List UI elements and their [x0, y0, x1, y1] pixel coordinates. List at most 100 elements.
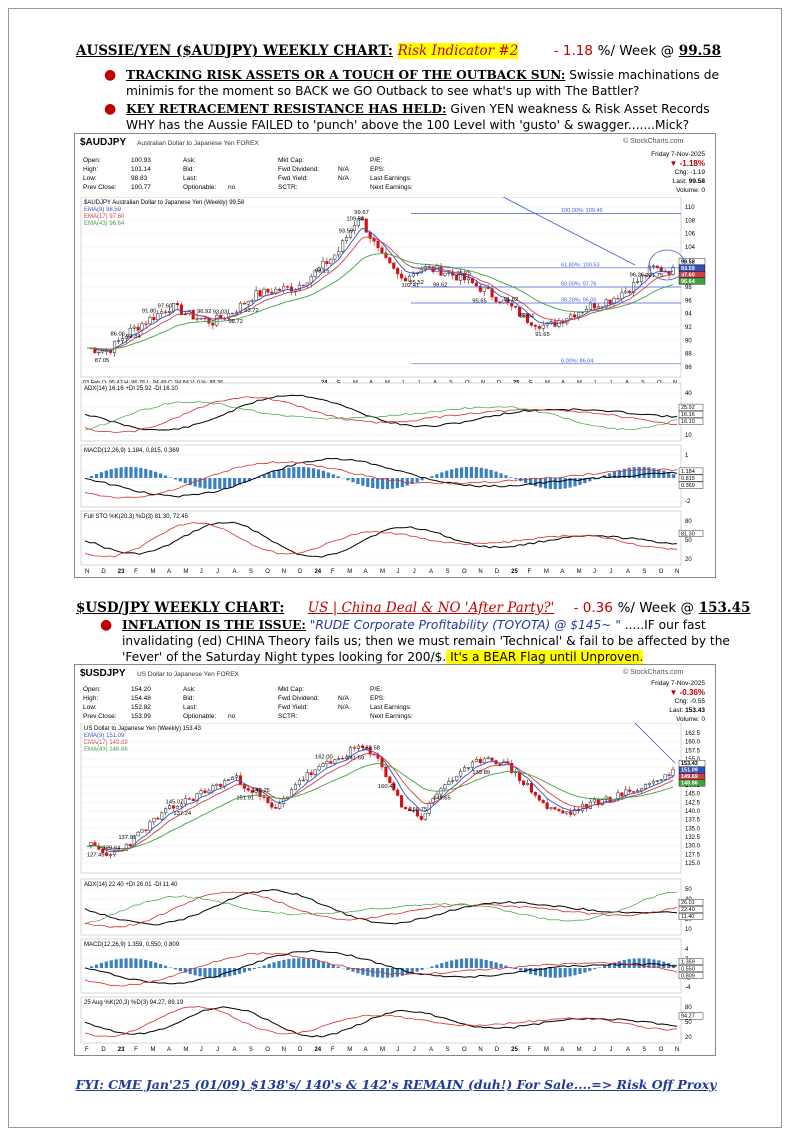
bullet-quote: "RUDE Corporate Profitability (TOYOTA) @…: [305, 618, 621, 632]
fib-label: 100.00%: 109.49: [561, 208, 603, 214]
candle-body: [632, 791, 636, 793]
macd-histogram-bar: [464, 958, 469, 968]
candle-body: [419, 815, 423, 820]
candle-body: [659, 779, 663, 781]
x-axis-label: D: [298, 569, 303, 575]
macd-value-box: [678, 474, 704, 482]
candle-body: [219, 783, 223, 787]
macd-histogram-bar: [203, 478, 207, 489]
macd-histogram-bar: [568, 968, 572, 977]
macd-histogram-bar: [104, 961, 108, 968]
macd-histogram-bar: [563, 968, 567, 978]
candle-body: [671, 768, 675, 776]
macd-histogram-bar: [430, 476, 434, 478]
macd-histogram-bar: [134, 958, 138, 968]
macd-histogram-bar: [450, 469, 454, 478]
y-tick-label: 10: [685, 927, 692, 933]
adx-value-text: 22.40: [681, 907, 695, 913]
candle-body: [333, 254, 337, 260]
candle-body: [356, 218, 360, 226]
macd-histogram-bar: [489, 470, 493, 478]
y-tick-label: 98: [685, 285, 692, 291]
candle-body: [569, 811, 573, 815]
candle-body: [168, 805, 172, 809]
macd-histogram-bar: [642, 958, 646, 968]
candle-body: [140, 323, 144, 331]
macd-histogram-bar: [247, 478, 251, 482]
quote-grid: Open: 100.93 Ask: Mkt Cap: P/E: High: 101.14 B…: [83, 157, 413, 191]
price-label: 139.89: [472, 770, 490, 776]
fib-label: 38.20%: 95.00: [561, 298, 596, 304]
candle-body: [105, 852, 109, 856]
macd-histogram-bar: [193, 478, 197, 487]
candle-body: [624, 290, 628, 294]
price-label: 91.65: [535, 332, 550, 338]
macd-histogram-bar: [114, 468, 118, 478]
candle-body: [333, 759, 337, 764]
x-axis-label: 25: [511, 1047, 518, 1053]
sto-value-text: 94.27: [681, 1014, 695, 1020]
macd-histogram-bar: [292, 958, 296, 968]
candle-body: [639, 274, 644, 282]
macd-histogram-bar: [321, 961, 325, 968]
candle-body: [97, 351, 101, 354]
macd-histogram-bar: [632, 467, 636, 478]
stockcharts-logo: © StockCharts.com: [623, 669, 684, 676]
macd-histogram-bar: [578, 478, 582, 485]
audjpy-chart-svg: $AUDJPY Australian Dollar to Japanese Ye…: [80, 197, 706, 575]
macd-histogram-bar: [99, 472, 103, 478]
audjpy-chart: $AUDJPY Australian Dollar to Japanese Ye…: [74, 133, 716, 578]
macd-histogram-bar: [371, 968, 375, 977]
candle-body: [392, 782, 396, 791]
x-axis-label: A: [429, 569, 433, 575]
price-label: 98.72: [228, 319, 243, 325]
candle-body: [215, 783, 219, 786]
legend-entry: EMA(43) 96.64: [84, 221, 125, 227]
price-label: 91.80: [142, 308, 157, 314]
macd-histogram-bar: [346, 968, 350, 971]
candle-body: [447, 272, 451, 274]
candle-body: [321, 261, 325, 269]
price-label: 129.64: [103, 846, 122, 852]
candle-body: [246, 300, 250, 305]
usdjpy-chart-svg: US Dollar to Japanese Yen (Weekly) 153.4…: [80, 723, 706, 1053]
macd-line: [84, 949, 678, 985]
candle-body: [250, 790, 254, 793]
macd-histogram-bar: [361, 968, 365, 975]
macd-histogram-bar: [435, 964, 439, 968]
price-label: 97.60: [158, 303, 173, 309]
candle-body: [286, 286, 290, 288]
macd-histogram-bar: [632, 958, 636, 968]
macd-histogram-bar: [213, 968, 217, 978]
x-axis-label: N: [675, 1047, 679, 1053]
macd-histogram-bar: [558, 478, 562, 489]
candle-body: [132, 326, 136, 329]
y-tick-label: 10: [685, 433, 692, 439]
x-axis-label: A: [233, 569, 237, 575]
macd-panel: [80, 444, 682, 508]
bullet-body: .....IF our fast invalidating (ed) CHINA…: [122, 618, 730, 664]
macd-histogram-bar: [583, 478, 587, 484]
macd-histogram-bar: [262, 475, 266, 478]
macd-histogram-bar: [252, 968, 256, 969]
candle-body: [580, 804, 585, 812]
macd-histogram-bar: [563, 478, 567, 489]
chart-description: US Dollar to Japanese Yen FOREX: [137, 671, 239, 678]
macd-histogram-bar: [203, 968, 207, 978]
candle-body: [317, 267, 321, 272]
candle-body: [415, 810, 419, 817]
candle-body: [435, 793, 439, 799]
candle-body: [227, 779, 231, 781]
macd-histogram-bar: [371, 478, 375, 489]
candle-body: [522, 780, 526, 785]
macd-histogram-bar: [484, 959, 488, 968]
candle-body: [348, 747, 353, 758]
bullet-highlight: It's a BEAR Flag until Unproven.: [446, 650, 644, 664]
macd-histogram-bar: [617, 470, 621, 478]
x-axis-label: D: [298, 1047, 303, 1053]
macd-histogram-bar: [494, 471, 498, 478]
y-tick-label: 50: [685, 1020, 692, 1026]
candle-body: [651, 265, 655, 267]
candle-body: [278, 803, 282, 809]
macd-histogram-bar: [119, 958, 123, 968]
